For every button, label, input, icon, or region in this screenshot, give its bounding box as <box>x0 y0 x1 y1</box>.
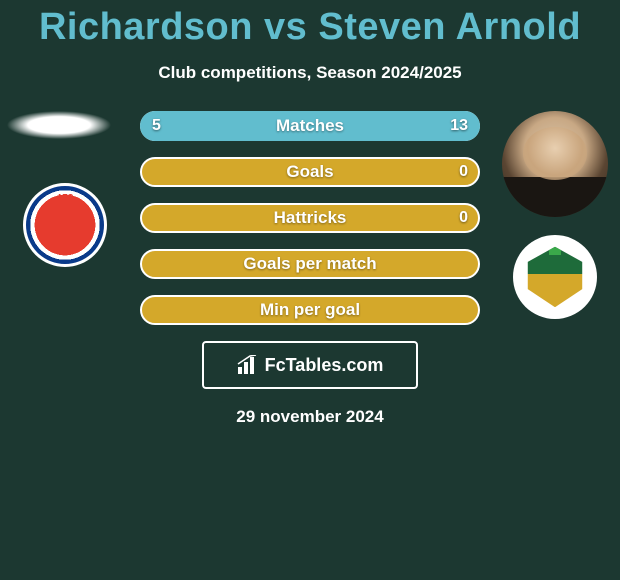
bar-value-right: 0 <box>459 203 468 233</box>
bar-label: Hattricks <box>140 203 480 233</box>
club-badge-right <box>513 235 597 319</box>
player-right-photo <box>502 111 608 217</box>
bar-label: Matches <box>140 111 480 141</box>
bar-label: Goals <box>140 157 480 187</box>
comparison-chart: Matches513Goals0Hattricks0Goals per matc… <box>0 111 620 325</box>
bar-value-right: 13 <box>450 111 468 141</box>
chart-icon <box>237 355 259 375</box>
bar-value-right: 0 <box>459 157 468 187</box>
bar-row: Min per goal <box>140 295 480 325</box>
date: 29 november 2024 <box>0 407 620 427</box>
bar-row: Matches5 13 <box>140 111 480 141</box>
right-player-column <box>490 111 620 319</box>
watermark: FcTables.com <box>202 341 418 389</box>
subtitle: Club competitions, Season 2024/2025 <box>0 63 620 83</box>
bar-row: Goals per match <box>140 249 480 279</box>
bar-label: Goals per match <box>140 249 480 279</box>
bar-row: Hattricks0 <box>140 203 480 233</box>
bar-row: Goals0 <box>140 157 480 187</box>
page-title: Richardson vs Steven Arnold <box>0 0 620 49</box>
bars-container: Matches513Goals0Hattricks0Goals per matc… <box>140 111 480 325</box>
bar-label: Min per goal <box>140 295 480 325</box>
club-badge-left <box>23 183 107 267</box>
left-player-column <box>0 111 130 267</box>
player-left-photo-placeholder <box>6 111 112 139</box>
watermark-text: FcTables.com <box>265 355 384 376</box>
bar-value-left: 5 <box>152 111 161 141</box>
